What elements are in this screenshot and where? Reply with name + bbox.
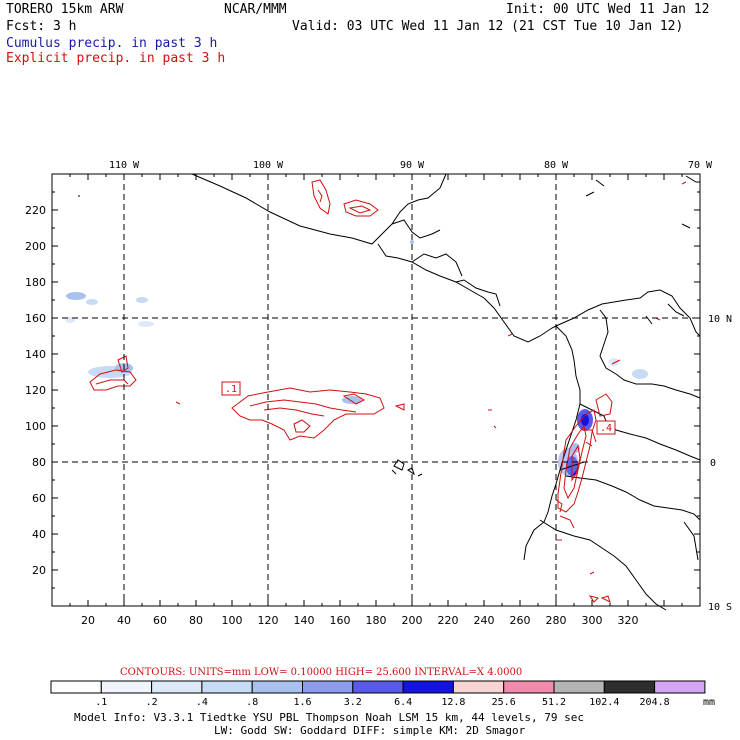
colorbar [50,680,706,694]
map-frame [51,173,701,607]
y-tick-label: 40 [32,528,46,541]
contour-label-box: .1 [221,381,241,396]
model-physics: LW: Godd SW: Goddard DIFF: simple KM: 2D… [214,724,526,737]
x-tick-label: 220 [438,614,459,627]
y-tick-label: 20 [32,564,46,577]
y-tick-label: 60 [32,492,46,505]
contour-label-box: .4 [596,420,616,435]
y-tick-label: 200 [25,240,46,253]
x-tick-label: 120 [258,614,279,627]
x-axis-ticks [51,174,701,606]
lat-label: 0 [710,458,716,469]
lat-label: 10 N [708,314,732,325]
lon-label: 70 W [688,160,713,171]
colorbar-label: 25.6 [492,697,516,708]
explicit-precip-title: Explicit precip. in past 3 h [6,51,226,66]
cumulus-shading [65,240,648,476]
colorbar-label: 12.8 [441,697,465,708]
colorbar-label: 3.2 [344,697,362,708]
lon-label: 90 W [400,160,425,171]
colorbar-swatch [452,680,505,694]
colorbar-label: 6.4 [394,697,412,708]
x-tick-label: 20 [81,614,95,627]
contour-label: .1 [225,384,237,395]
x-tick-label: 100 [222,614,243,627]
model-title: TORERO 15km ARW [6,2,124,17]
colorbar-swatch [100,680,153,694]
colorbar-swatch [503,680,555,694]
x-tick-label: 300 [582,614,603,627]
colorbar-swatch [151,680,203,694]
x-tick-label: 240 [474,614,495,627]
colorbar-label: 102.4 [589,697,619,708]
x-tick-label: 40 [117,614,131,627]
valid-time: Valid: 03 UTC Wed 11 Jan 12 (21 CST Tue … [292,19,684,34]
colorbar-swatch [302,680,354,694]
y-tick-label: 220 [25,204,46,217]
lon-label: 110 W [109,160,140,171]
y-tick-label: 180 [25,276,46,289]
x-tick-label: 320 [618,614,639,627]
y-tick-label: 140 [25,348,46,361]
contours-info: CONTOURS: UNITS=mm LOW= 0.10000 HIGH= 25… [120,667,523,678]
lat-labels: 10 N 0 10 S [708,314,732,613]
x-tick-label: 80 [189,614,203,627]
colorbar-swatch [201,680,253,694]
colorbar-swatch [352,680,404,694]
colorbar-swatch [654,680,706,694]
org-label: NCAR/MMM [224,2,287,17]
x-tick-label: 280 [546,614,567,627]
colorbar-label: 51.2 [542,697,566,708]
y-axis-ticks [52,173,700,607]
lat-label: 10 S [708,602,732,613]
y-axis-labels: 20 40 60 80 100 120 140 160 180 200 220 [25,204,46,577]
colorbar-swatch [251,680,303,694]
x-tick-label: 180 [366,614,387,627]
x-tick-label: 140 [294,614,315,627]
cumulus-precip-title: Cumulus precip. in past 3 h [6,36,218,51]
contour-label: .4 [600,423,612,434]
colorbar-label: .8 [246,697,258,708]
explicit-contours [89,179,687,603]
colorbar-label: .4 [196,697,208,708]
y-tick-label: 120 [25,384,46,397]
colorbar-label: .2 [146,697,158,708]
y-tick-label: 100 [25,420,46,433]
init-time: Init: 00 UTC Wed 11 Jan 12 [506,2,710,17]
colorbar-swatch [553,680,605,694]
colorbar-swatch [603,680,656,694]
lon-label: 80 W [544,160,569,171]
colorbar-label: .1 [95,697,107,708]
lon-label: 100 W [253,160,284,171]
x-tick-label: 160 [330,614,351,627]
colorbar-label: 1.6 [293,697,311,708]
forecast-hour: Fcst: 3 h [6,19,77,34]
x-tick-label: 260 [510,614,531,627]
colorbar-label: 204.8 [640,697,670,708]
x-tick-label: 200 [402,614,423,627]
colorbar-swatch [50,680,102,694]
colorbar-swatch [402,680,454,694]
x-tick-label: 60 [153,614,167,627]
x-axis-labels: 20 40 60 80 100 120 140 160 180 200 220 240 260 280 30… [81,614,639,627]
model-info: Model Info: V3.3.1 Tiedtke YSU PBL Thomp… [74,711,584,724]
latlon-grid [52,174,700,606]
y-tick-label: 80 [32,456,46,469]
colorbar-labels: .1 .2 .4 .8 1.6 3.2 6.4 12.8 25.6 51.2 102.4 204.8 [95,697,669,708]
y-tick-label: 160 [25,312,46,325]
coastlines [78,173,701,611]
lon-labels: 110 W 100 W 90 W 80 W 70 W [109,160,713,171]
colorbar-units: mm [703,697,715,708]
